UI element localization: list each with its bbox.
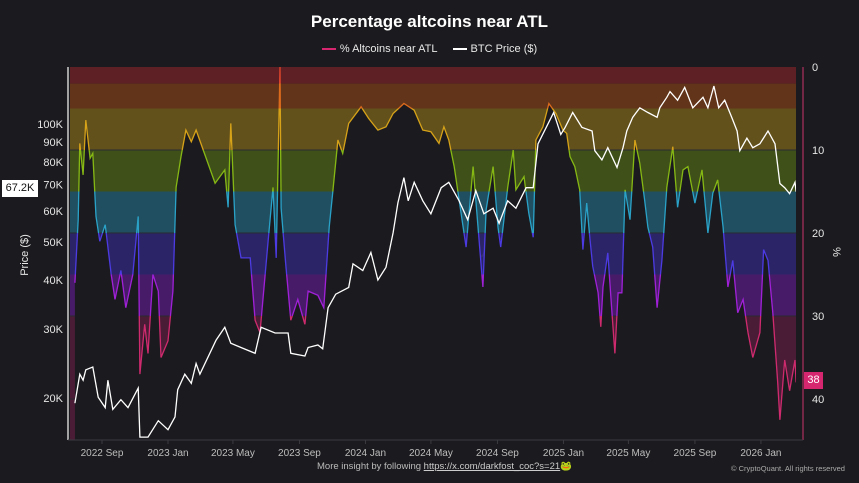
x-tick-label: 2024 Jan xyxy=(345,448,386,459)
x-tick-label: 2023 Sep xyxy=(278,448,321,459)
legend-item-btc[interactable]: BTC Price ($) xyxy=(452,43,538,55)
btc-current-price-badge: 67.2K xyxy=(2,180,38,197)
y-left-tick-label: 100K xyxy=(37,119,63,131)
frog-emoji-icon: 🐸 xyxy=(560,461,573,472)
footer-link[interactable]: https://x.com/darkfost_coc?s=21 xyxy=(423,461,561,472)
x-tick-label: 2022 Sep xyxy=(81,448,124,459)
legend-item-altcoins[interactable]: % Altcoins near ATL xyxy=(321,43,438,55)
footer-note: More insight by following https://x.com/… xyxy=(317,461,572,472)
chart-title: Percentage altcoins near ATL xyxy=(310,12,549,31)
x-tick-label: 2025 Jan xyxy=(543,448,584,459)
legend-swatch-altcoins xyxy=(321,48,336,50)
y-right-tick-label: 0 xyxy=(812,62,818,74)
y-right-tick-label: 20 xyxy=(812,228,824,240)
x-tick-label: 2025 Sep xyxy=(674,448,717,459)
x-tick-label: 2023 Jan xyxy=(147,448,188,459)
y-right-axis-label: % xyxy=(830,247,842,257)
x-tick-label: 2024 Sep xyxy=(476,448,519,459)
band-2-5 xyxy=(70,83,796,109)
copyright: © CryptoQuant. All rights reserved xyxy=(731,464,845,473)
y-left-tick-label: 80K xyxy=(43,157,63,169)
legend-label-altcoins: % Altcoins near ATL xyxy=(339,43,438,55)
y-right-tick-label: 30 xyxy=(812,311,824,323)
legend-swatch-btc xyxy=(452,48,467,50)
btc-price-line xyxy=(74,85,796,438)
y-left-tick-label: 40K xyxy=(43,275,63,287)
y-left-tick-label: 90K xyxy=(43,137,63,149)
altcoins-current-value-badge: 38 xyxy=(804,372,823,389)
y-left-tick-label: 20K xyxy=(43,393,63,405)
x-tick-label: 2025 May xyxy=(606,448,650,459)
x-tick-label: 2024 May xyxy=(409,448,453,459)
y-left-tick-label: 60K xyxy=(43,206,63,218)
legend: % Altcoins near ATL BTC Price ($) xyxy=(0,41,859,55)
band-0-2 xyxy=(70,67,796,84)
y-left-tick-label: 70K xyxy=(43,180,63,192)
x-tick-label: 2026 Jan xyxy=(740,448,781,459)
altcoins-line xyxy=(74,67,796,420)
y-right-tick-label: 10 xyxy=(812,145,824,157)
y-left-tick-label: 30K xyxy=(43,324,63,336)
y-right-tick-label: 40 xyxy=(812,394,824,406)
legend-label-btc: BTC Price ($) xyxy=(470,43,538,55)
footer-text: More insight by following xyxy=(317,461,424,472)
x-tick-label: 2023 May xyxy=(211,448,255,459)
y-left-axis-label: Price ($) xyxy=(19,234,31,276)
y-left-tick-label: 50K xyxy=(43,237,63,249)
